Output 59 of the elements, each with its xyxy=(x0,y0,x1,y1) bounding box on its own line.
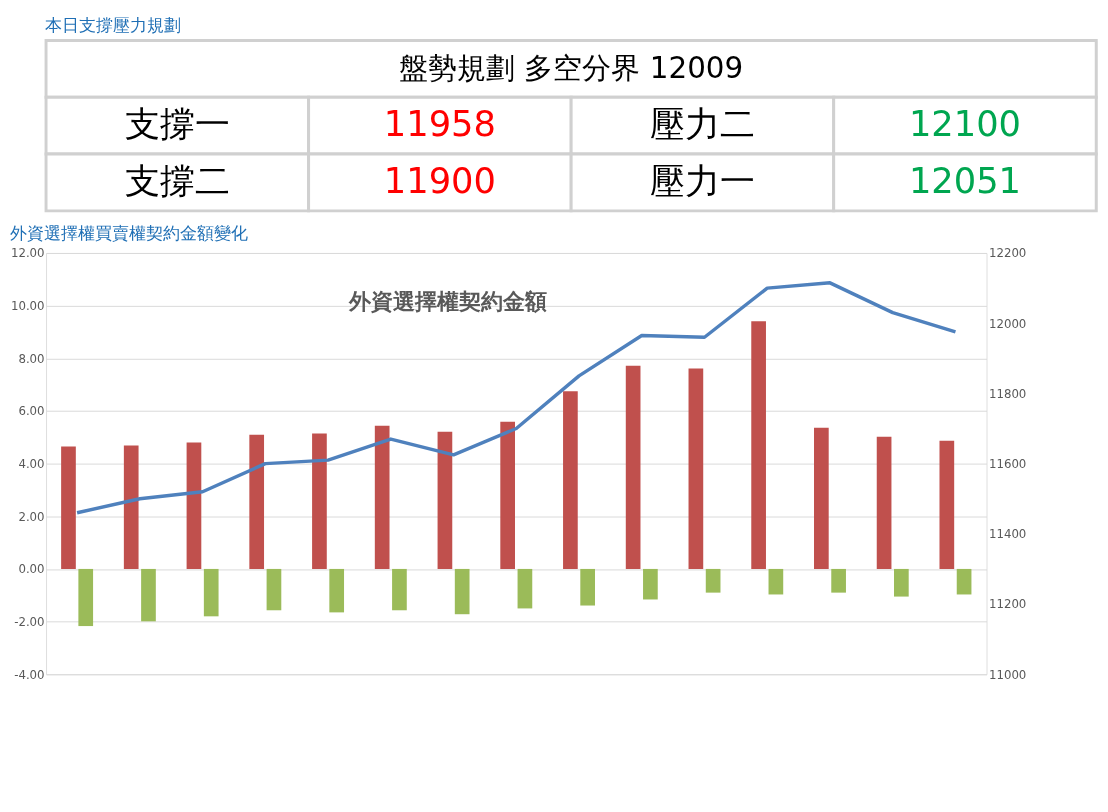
y-tick-label: 10.00 xyxy=(10,299,45,314)
chart-title: 外資選擇權買賣權契約金額變化 xyxy=(10,224,249,244)
bar xyxy=(141,568,156,622)
bar xyxy=(643,568,658,600)
bar xyxy=(78,568,94,627)
line-series xyxy=(75,281,958,515)
y-tick-label: 6.00 xyxy=(18,404,45,419)
text: 壓力一 xyxy=(649,160,755,202)
bar xyxy=(500,421,515,569)
bar xyxy=(876,436,892,569)
y-tick-label: -2.00 xyxy=(14,615,45,629)
bar xyxy=(61,446,76,569)
y2-tick-label: 11400 xyxy=(988,527,1027,542)
y2-tick-label: 11800 xyxy=(988,386,1027,401)
bar xyxy=(329,568,345,613)
text: 12051 xyxy=(908,160,1022,202)
bar xyxy=(705,568,721,593)
bar xyxy=(203,568,219,617)
bar xyxy=(939,440,955,569)
bar xyxy=(688,368,704,569)
bar xyxy=(625,365,641,569)
text: 12100 xyxy=(908,103,1022,145)
text: 本日支撐壓力規劃 xyxy=(44,16,181,36)
bar xyxy=(517,568,533,609)
bar xyxy=(563,391,578,569)
bar xyxy=(814,427,829,569)
y2-tick-label: 11200 xyxy=(988,597,1027,612)
bar xyxy=(437,431,453,569)
bar xyxy=(186,442,202,569)
y-tick-label: 4.00 xyxy=(18,457,45,472)
y2-tick-label: 12000 xyxy=(988,316,1027,331)
text: 11958 xyxy=(383,103,496,145)
text: 支撐一 xyxy=(124,103,230,145)
y-tick-label: 0.00 xyxy=(18,562,45,577)
bar xyxy=(768,568,784,595)
text: 11900 xyxy=(383,160,496,202)
y2-tick-label: 11600 xyxy=(988,457,1027,472)
y2-tick-label: 12200 xyxy=(988,246,1027,261)
y2-tick-label: 11000 xyxy=(988,667,1027,682)
bar xyxy=(454,568,470,615)
text: 盤勢規劃 多空分界 12009 xyxy=(399,50,744,85)
bar xyxy=(249,434,265,569)
text: 壓力二 xyxy=(649,103,755,145)
text: 外資選擇權契約金額 xyxy=(347,288,547,314)
bar xyxy=(392,568,407,611)
bar xyxy=(956,568,972,595)
bar xyxy=(374,425,390,569)
bar xyxy=(580,568,595,606)
bar xyxy=(831,568,846,593)
bar xyxy=(123,445,139,569)
text: 支撐二 xyxy=(124,160,230,202)
bar xyxy=(894,568,909,597)
bar xyxy=(312,433,327,569)
y-tick-label: 2.00 xyxy=(18,509,45,524)
y-tick-label: 8.00 xyxy=(18,351,45,366)
bar xyxy=(751,321,766,569)
y-tick-label: -4.00 xyxy=(14,667,45,682)
y-tick-label: 12.00 xyxy=(10,246,45,261)
bar xyxy=(266,568,282,611)
